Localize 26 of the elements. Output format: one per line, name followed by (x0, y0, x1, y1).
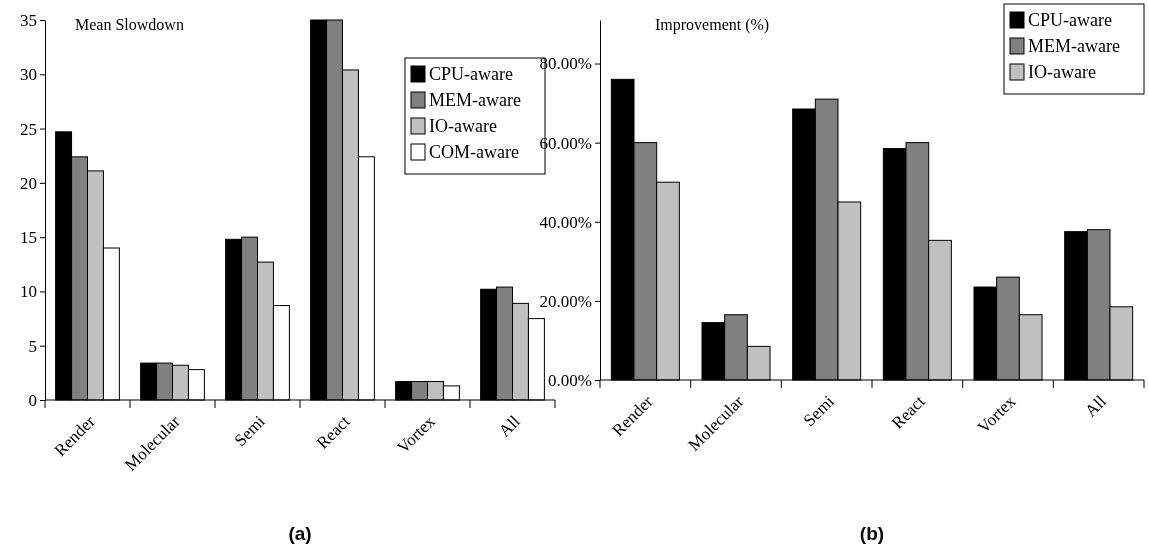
y-tick-label: 20.00% (539, 291, 592, 311)
chart-title: Improvement (%) (655, 16, 770, 34)
y-tick-label: 30 (20, 65, 37, 85)
y-tick-label: 40.00% (539, 212, 592, 232)
legend-label: CPU-aware (429, 64, 513, 84)
legend-label: IO-aware (429, 116, 497, 136)
legend-label: COM-aware (429, 142, 519, 162)
y-tick-label: 0.00% (548, 370, 592, 390)
legend-label: MEM-aware (1028, 36, 1120, 56)
text: (a) (288, 523, 312, 544)
text: (b) (859, 523, 885, 544)
y-tick-label: 0 (28, 390, 37, 410)
y-tick-label: 80.00% (539, 54, 592, 74)
y-tick-label: 10 (20, 282, 37, 302)
chart-title: Mean Slowdown (75, 16, 184, 33)
y-tick-label: 5 (28, 336, 37, 356)
y-tick-label: 25 (20, 119, 37, 139)
y-tick-label: 60.00% (539, 133, 592, 153)
y-tick-label: 15 (20, 228, 37, 248)
y-tick-label: 20 (20, 173, 37, 193)
legend-label: IO-aware (1028, 62, 1096, 82)
legend-label: CPU-aware (1028, 10, 1112, 30)
legend-label: MEM-aware (429, 90, 521, 110)
x-tick-label: All (494, 411, 524, 441)
x-tick-label: All (1081, 391, 1111, 421)
y-tick-label: 35 (20, 10, 37, 30)
